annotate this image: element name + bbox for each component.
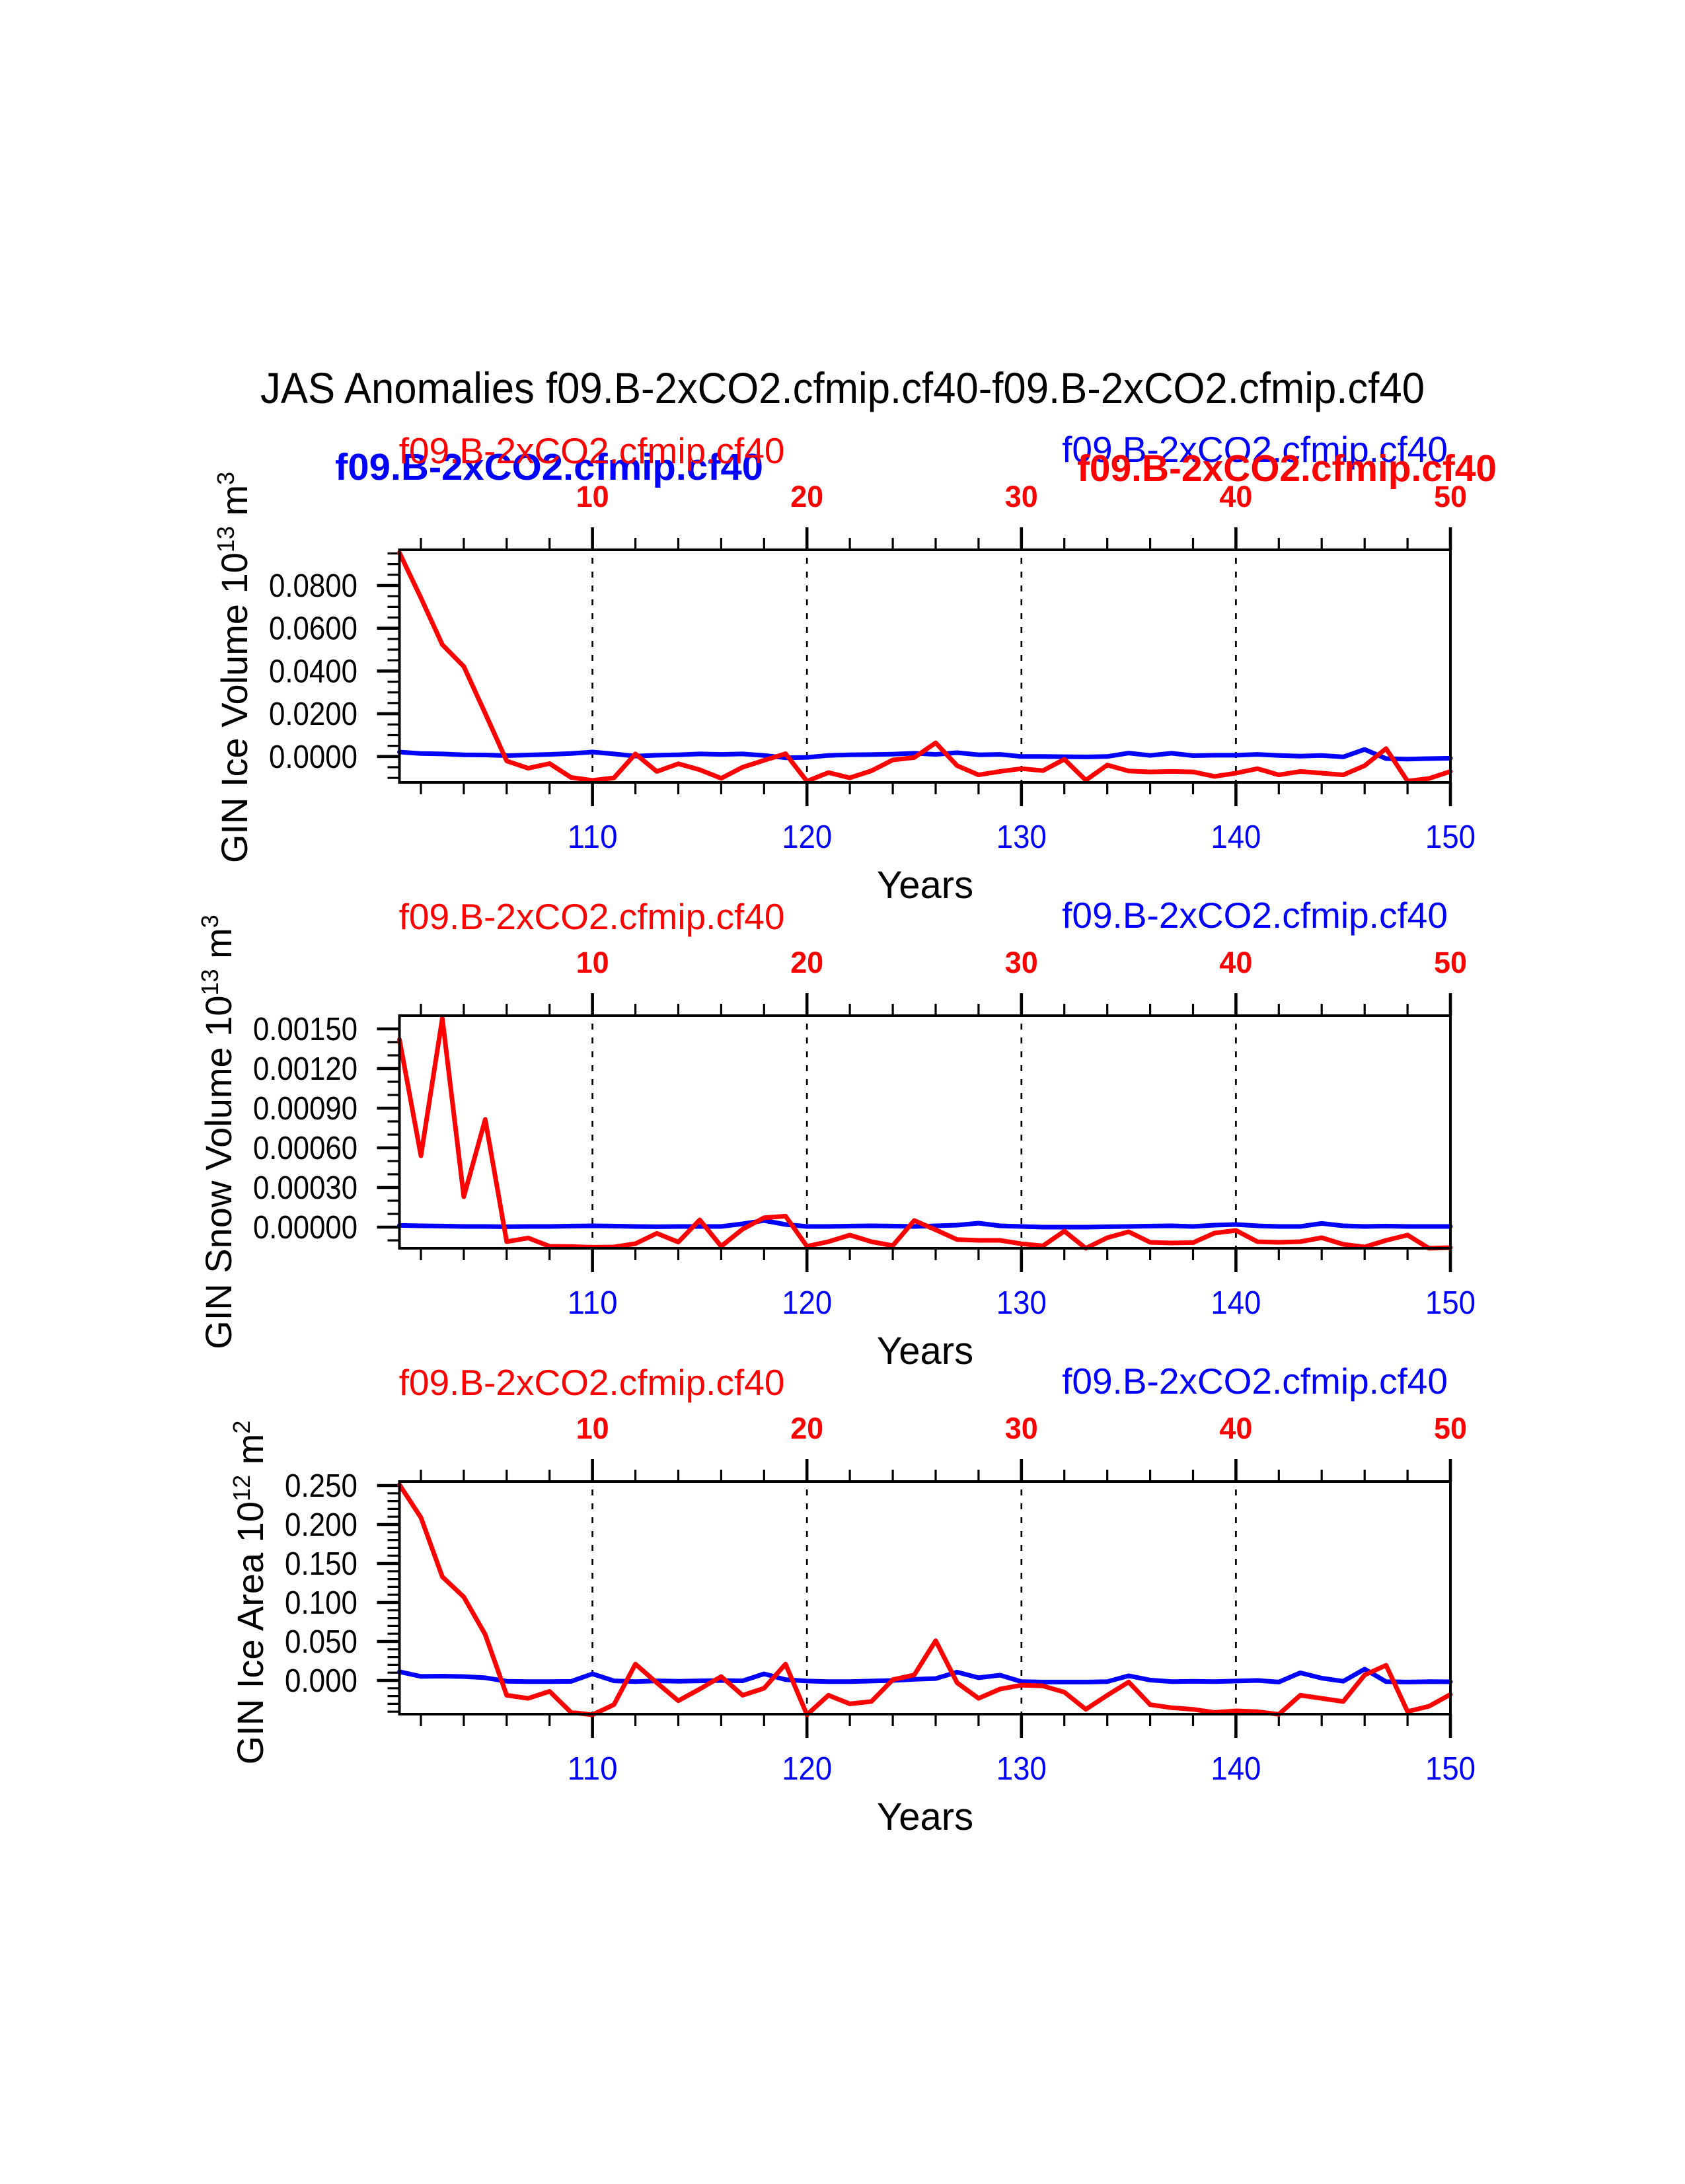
- svg-text:0.00120: 0.00120: [253, 1051, 357, 1087]
- svg-text:0.00060: 0.00060: [253, 1131, 357, 1166]
- svg-text:f09.B-2xCO2.cfmip.cf40: f09.B-2xCO2.cfmip.cf40: [335, 446, 763, 488]
- svg-text:0.0800: 0.0800: [269, 568, 357, 604]
- svg-text:GIN Ice Area 1012 m2: GIN Ice Area 1012 m2: [228, 1421, 271, 1765]
- svg-text:JAS Anomalies f09.B-2xCO2.cfmi: JAS Anomalies f09.B-2xCO2.cfmip.cf40-f09…: [260, 363, 1425, 412]
- svg-text:f09.B-2xCO2.cfmip.cf40: f09.B-2xCO2.cfmip.cf40: [399, 1362, 785, 1403]
- svg-text:10: 10: [576, 480, 609, 513]
- svg-text:f09.B-2xCO2.cfmip.cf40: f09.B-2xCO2.cfmip.cf40: [1062, 1361, 1448, 1402]
- svg-text:f09.B-2xCO2.cfmip.cf40: f09.B-2xCO2.cfmip.cf40: [1077, 447, 1497, 490]
- svg-text:20: 20: [790, 1412, 823, 1445]
- svg-text:30: 30: [1005, 946, 1038, 979]
- svg-text:0.0200: 0.0200: [269, 697, 357, 732]
- svg-text:110: 110: [568, 1751, 618, 1787]
- svg-text:120: 120: [782, 1751, 832, 1787]
- svg-text:0.0400: 0.0400: [269, 654, 357, 689]
- svg-text:f09.B-2xCO2.cfmip.cf40: f09.B-2xCO2.cfmip.cf40: [1062, 895, 1448, 936]
- svg-text:130: 130: [996, 819, 1047, 855]
- svg-text:0.050: 0.050: [285, 1624, 357, 1660]
- svg-text:0.0000: 0.0000: [269, 739, 357, 775]
- svg-text:120: 120: [782, 1285, 832, 1321]
- svg-text:50: 50: [1434, 480, 1467, 513]
- svg-text:150: 150: [1425, 1285, 1476, 1321]
- svg-text:40: 40: [1219, 1412, 1252, 1445]
- svg-text:120: 120: [782, 819, 832, 855]
- svg-text:20: 20: [790, 946, 823, 979]
- svg-text:0.00090: 0.00090: [253, 1091, 357, 1127]
- svg-text:150: 150: [1425, 1751, 1476, 1787]
- svg-text:0.00150: 0.00150: [253, 1012, 357, 1047]
- svg-text:20: 20: [790, 480, 823, 513]
- svg-text:Years: Years: [877, 864, 973, 907]
- svg-text:30: 30: [1005, 480, 1038, 513]
- svg-text:0.0600: 0.0600: [269, 611, 357, 647]
- svg-text:50: 50: [1434, 946, 1467, 979]
- svg-text:0.250: 0.250: [285, 1468, 357, 1504]
- svg-text:140: 140: [1211, 819, 1261, 855]
- svg-text:Years: Years: [877, 1330, 973, 1373]
- svg-text:0.00030: 0.00030: [253, 1170, 357, 1206]
- svg-text:130: 130: [996, 1751, 1047, 1787]
- svg-text:40: 40: [1219, 946, 1252, 979]
- svg-text:140: 140: [1211, 1751, 1261, 1787]
- svg-text:150: 150: [1425, 819, 1476, 855]
- svg-text:140: 140: [1211, 1285, 1261, 1321]
- svg-text:Years: Years: [877, 1795, 973, 1838]
- svg-text:40: 40: [1219, 480, 1252, 513]
- svg-text:0.200: 0.200: [285, 1507, 357, 1543]
- svg-text:f09.B-2xCO2.cfmip.cf40: f09.B-2xCO2.cfmip.cf40: [1062, 429, 1448, 470]
- svg-text:0.000: 0.000: [285, 1663, 357, 1699]
- svg-text:0.00000: 0.00000: [253, 1210, 357, 1246]
- svg-text:30: 30: [1005, 1412, 1038, 1445]
- svg-text:GIN Snow Volume 1013 m3: GIN Snow Volume 1013 m3: [196, 915, 239, 1349]
- svg-text:f09.B-2xCO2.cfmip.cf40: f09.B-2xCO2.cfmip.cf40: [399, 896, 785, 937]
- svg-text:110: 110: [568, 819, 618, 855]
- svg-text:130: 130: [996, 1285, 1047, 1321]
- svg-text:0.100: 0.100: [285, 1585, 357, 1621]
- svg-text:0.150: 0.150: [285, 1546, 357, 1582]
- svg-text:10: 10: [576, 1412, 609, 1445]
- svg-text:110: 110: [568, 1285, 618, 1321]
- svg-text:10: 10: [576, 946, 609, 979]
- svg-text:50: 50: [1434, 1412, 1467, 1445]
- svg-text:f09.B-2xCO2.cfmip.cf40: f09.B-2xCO2.cfmip.cf40: [399, 430, 785, 471]
